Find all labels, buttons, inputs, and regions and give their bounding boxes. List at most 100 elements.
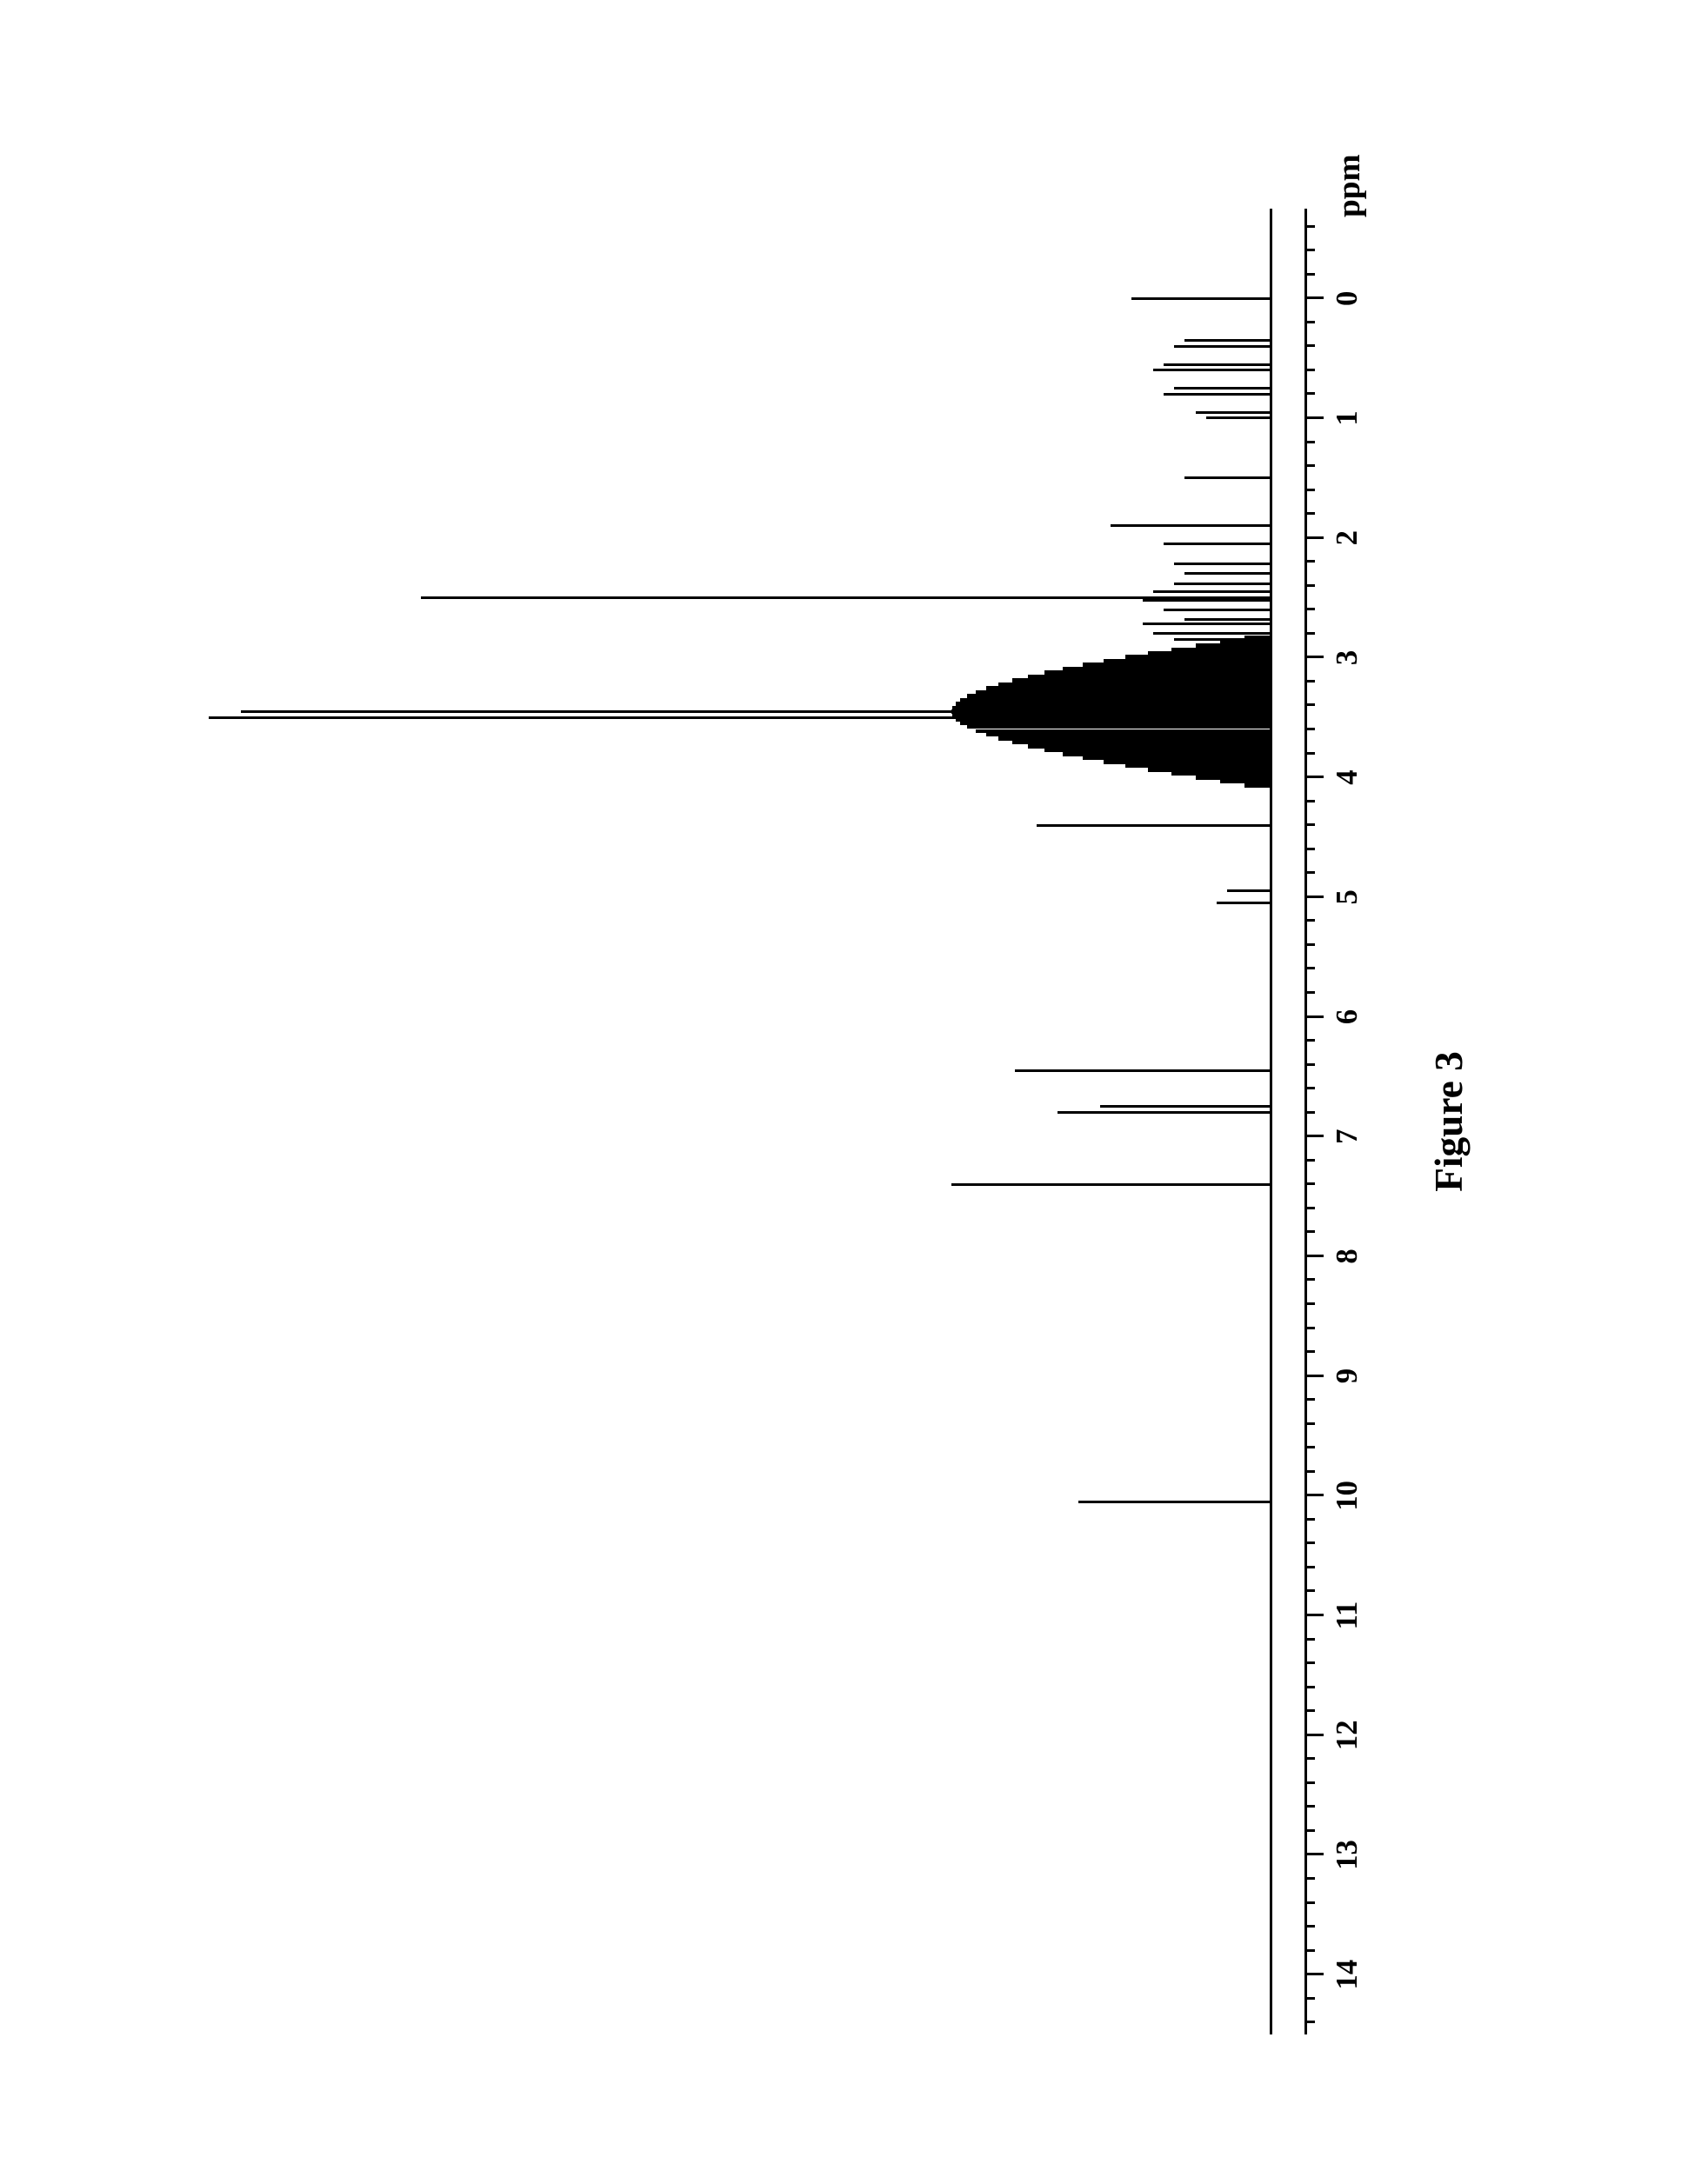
nmr-x-axis-tick (1304, 296, 1324, 299)
nmr-peak (1184, 339, 1270, 342)
nmr-x-axis-tick-label: 6 (1331, 1009, 1364, 1024)
nmr-x-axis-tick (1304, 632, 1315, 635)
nmr-x-axis-tick (1304, 560, 1315, 563)
nmr-x-axis-tick (1304, 1518, 1315, 1521)
nmr-x-axis-tick (1304, 1063, 1315, 1066)
nmr-x-axis-tick-label: 5 (1331, 889, 1364, 904)
nmr-x-axis-tick (1304, 1446, 1315, 1448)
nmr-peak (1078, 1501, 1270, 1503)
nmr-peak (1206, 416, 1270, 419)
nmr-peak (1153, 369, 1270, 371)
nmr-x-axis-tick (1304, 967, 1315, 969)
nmr-x-axis-tick (1304, 943, 1315, 946)
nmr-x-axis-tick-label: 1 (1331, 410, 1364, 425)
nmr-x-axis-tick (1304, 1734, 1324, 1736)
nmr-peak (1217, 902, 1270, 904)
nmr-x-axis-tick (1304, 1781, 1315, 1784)
nmr-peak (1143, 599, 1270, 602)
nmr-x-axis-unit: ppm (1331, 154, 1368, 217)
nmr-x-axis-tick (1304, 1757, 1315, 1760)
nmr-x-axis-tick (1304, 344, 1315, 347)
nmr-x-axis-tick-label: 2 (1331, 530, 1364, 545)
nmr-x-axis-tick-label: 3 (1331, 650, 1364, 665)
nmr-peak (1174, 583, 1270, 585)
nmr-x-axis-tick (1304, 1541, 1315, 1544)
nmr-x-axis-tick (1304, 656, 1324, 658)
nmr-x-axis-tick (1304, 1470, 1315, 1473)
nmr-x-axis-tick (1304, 1422, 1315, 1425)
nmr-x-axis-tick (1304, 1350, 1315, 1353)
nmr-x-axis-tick (1304, 1135, 1324, 1137)
nmr-x-axis-tick (1304, 249, 1315, 251)
nmr-x-axis-tick (1304, 1327, 1315, 1329)
nmr-figure: 14131211109876543210 ppm Figure 3 (165, 104, 1522, 2087)
nmr-x-axis-tick (1304, 1398, 1315, 1401)
nmr-peak (1174, 563, 1270, 565)
nmr-x-axis-tick (1304, 1805, 1315, 1808)
nmr-peak (1058, 1111, 1270, 1114)
nmr-x-axis-tick (1304, 489, 1315, 491)
nmr-peak (1131, 297, 1270, 300)
nmr-x-axis-tick-label: 13 (1331, 1840, 1364, 1870)
nmr-x-axis-tick (1304, 1207, 1315, 1209)
nmr-x-axis-tick (1304, 728, 1315, 730)
nmr-x-axis-tick (1304, 871, 1315, 874)
nmr-peak (1037, 824, 1270, 827)
nmr-x-axis-tick (1304, 512, 1315, 515)
nmr-x-axis-tick (1304, 752, 1315, 755)
nmr-x-axis-tick (1304, 1997, 1315, 2000)
nmr-x-axis-tick (1304, 1302, 1315, 1305)
nmr-x-axis-tick-label: 11 (1331, 1601, 1364, 1630)
nmr-x-axis-tick (1304, 536, 1324, 539)
nmr-x-axis-tick-label: 8 (1331, 1248, 1364, 1263)
nmr-x-axis-tick (1304, 1159, 1315, 1162)
nmr-peak (1164, 543, 1270, 545)
nmr-peak (1184, 476, 1270, 479)
nmr-peak (1143, 623, 1270, 625)
nmr-peak (951, 1183, 1270, 1186)
page: { "figure": { "caption": "Figure 3", "ca… (0, 0, 1688, 2184)
nmr-x-axis-tick (1304, 1901, 1315, 1904)
nmr-x-axis-tick (1304, 991, 1315, 994)
nmr-x-axis-tick (1304, 800, 1315, 802)
nmr-x-axis-tick (1304, 416, 1324, 419)
nmr-peak (1174, 345, 1270, 348)
nmr-x-axis-tick-label: 9 (1331, 1368, 1364, 1383)
nmr-peak (1111, 524, 1270, 527)
nmr-x-axis-tick (1304, 321, 1315, 323)
nmr-x-axis-tick (1304, 1949, 1315, 1952)
nmr-figure-rotated: 14131211109876543210 ppm Figure 3 (165, 104, 1522, 2087)
nmr-broad-hump-seg (1244, 783, 1270, 787)
nmr-x-axis-tick-label: 4 (1331, 769, 1364, 784)
nmr-peak (1196, 411, 1270, 414)
nmr-x-axis-tick-label: 10 (1331, 1481, 1364, 1511)
nmr-x-axis-tick (1304, 1925, 1315, 1928)
nmr-x-axis-tick (1304, 1375, 1324, 1377)
nmr-x-axis-tick (1304, 1494, 1324, 1496)
nmr-x-axis-tick (1304, 225, 1315, 228)
nmr-x-axis-tick (1304, 1590, 1315, 1593)
nmr-x-axis-tick (1304, 848, 1315, 850)
nmr-x-axis-tick (1304, 464, 1315, 467)
nmr-x-axis-tick-label: 7 (1331, 1129, 1364, 1144)
nmr-x-axis-tick (1304, 1087, 1315, 1089)
nmr-x-axis-tick (1304, 1015, 1324, 1018)
nmr-peak (1164, 393, 1270, 396)
nmr-x-axis-tick (1304, 703, 1315, 706)
nmr-x-axis-tick (1304, 1853, 1324, 1855)
nmr-x-axis-line (1304, 209, 1307, 2034)
nmr-x-axis-tick (1304, 1709, 1315, 1712)
nmr-x-axis-tick (1304, 776, 1324, 778)
nmr-x-axis-tick (1304, 2021, 1315, 2023)
nmr-x-axis-tick (1304, 392, 1315, 395)
nmr-baseline (1270, 209, 1272, 2034)
nmr-x-axis-tick (1304, 1039, 1315, 1042)
nmr-x-axis-tick-label: 14 (1331, 1960, 1364, 1990)
nmr-x-axis-tick (1304, 1230, 1315, 1233)
nmr-x-axis-tick (1304, 584, 1315, 587)
nmr-x-axis-tick (1304, 1829, 1315, 1832)
nmr-x-axis-tick (1304, 896, 1324, 898)
nmr-peak (1164, 363, 1270, 366)
nmr-x-axis-tick-label: 0 (1331, 291, 1364, 306)
nmr-peak (1153, 590, 1270, 593)
